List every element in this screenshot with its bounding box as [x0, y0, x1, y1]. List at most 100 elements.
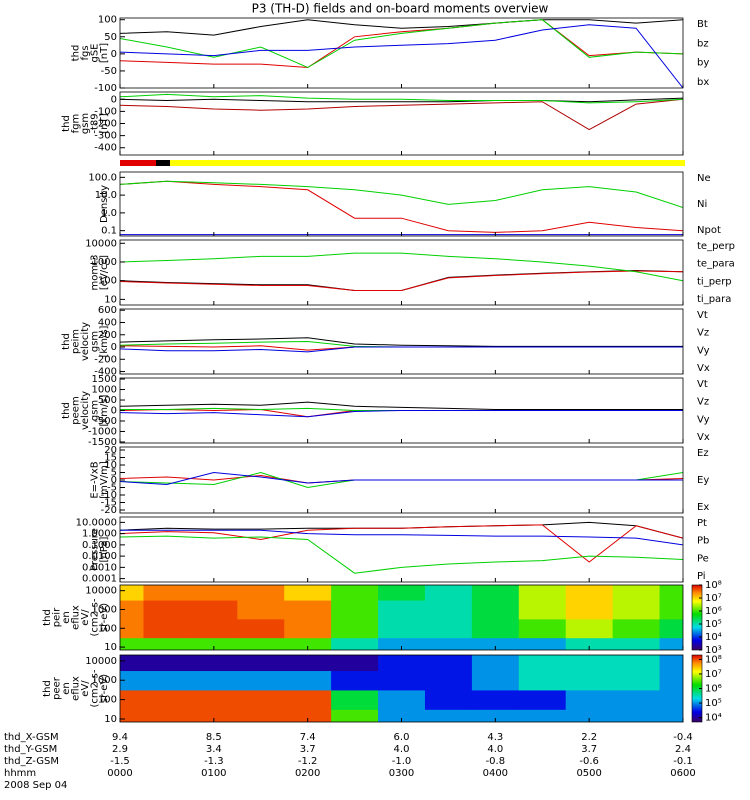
- y-tick-label: -300: [94, 131, 117, 142]
- spectrogram-cell: [424, 637, 473, 650]
- spectrogram-cell: [237, 670, 285, 691]
- series-line: [120, 98, 683, 131]
- spectrogram-cell: [190, 689, 238, 710]
- spectrogram-cell: [120, 670, 144, 691]
- legend-label: Vz: [697, 328, 709, 339]
- series-line: [120, 535, 683, 574]
- y-tick-label: 50: [104, 32, 117, 43]
- legend-label: te_perp: [697, 241, 735, 252]
- series-line: [120, 93, 683, 104]
- spectrogram-cell: [471, 709, 520, 722]
- y-tick-label: 1000: [92, 257, 117, 268]
- spectrogram-cell: [331, 637, 379, 650]
- y-axis-label: en: [61, 611, 72, 624]
- y-tick-label: 0: [111, 94, 117, 105]
- legend-label: Vy: [697, 414, 710, 425]
- ephemeris-value: -1.5: [110, 756, 130, 767]
- spectrogram-cell: [471, 655, 520, 672]
- ephemeris-value: 2.2: [581, 732, 597, 743]
- spectrogram-cell: [659, 689, 683, 710]
- y-tick-label: 100.0: [88, 172, 117, 183]
- spectrogram-cell: [659, 637, 683, 650]
- spectrogram-cell: [565, 585, 614, 601]
- spectrogram-cell: [120, 689, 144, 710]
- spectrogram-cell: [471, 670, 520, 691]
- y-tick-label: 10000: [85, 586, 117, 597]
- y-tick-label: 1000: [92, 385, 117, 396]
- y-tick-label: 1500: [92, 374, 117, 385]
- spectrogram-cell: [378, 709, 426, 722]
- y-tick-label: 15: [104, 453, 117, 464]
- spectrogram-cell: [424, 670, 473, 691]
- y-axis-label: momt3: [90, 255, 101, 291]
- spectrogram-cell: [284, 618, 332, 639]
- y-tick-label: 600: [98, 305, 117, 316]
- legend-label: Vt: [697, 379, 708, 390]
- ephemeris-value: 8.5: [206, 732, 222, 743]
- y-tick-label: -1000: [88, 426, 117, 437]
- colorbar-tick-label: 10⁴: [705, 713, 722, 724]
- colorbar-tick-label: 10⁷: [705, 669, 722, 680]
- panel: [120, 93, 683, 131]
- series-line: [120, 401, 683, 410]
- y-tick-label: 100: [98, 15, 117, 26]
- colorbar: [691, 584, 703, 651]
- y-tick-label: 0: [111, 406, 117, 417]
- spectrogram-cell: [190, 709, 238, 722]
- legend-label: bz: [697, 38, 709, 49]
- spectrogram-cell: [120, 655, 144, 672]
- spectrogram-cell: [378, 618, 426, 639]
- spectrogram-cell: [143, 709, 191, 722]
- y-axis-label: [mV/m]: [99, 461, 110, 499]
- spectrogram-cell: [424, 585, 473, 601]
- y-axis-label: thd: [61, 402, 72, 419]
- legend-label: Ex: [697, 502, 709, 513]
- spectrogram-cell: [331, 618, 379, 639]
- y-axis-label: eV/: [80, 680, 91, 697]
- spectrogram-cell: [378, 689, 426, 710]
- spectrogram-cell: [612, 585, 661, 601]
- x-tick-label: 0400: [483, 768, 508, 779]
- mode-bar-yellow: [170, 160, 685, 166]
- mode-bar-red: [120, 160, 156, 166]
- y-tick-label: 5: [111, 468, 117, 479]
- y-axis-label: eV/: [80, 609, 91, 626]
- legend-label: te_para: [697, 259, 735, 270]
- spectrogram-cell: [190, 670, 238, 691]
- y-tick-label: 0.0001: [82, 574, 117, 585]
- spectrogram-cell: [471, 585, 520, 601]
- y-tick-label: 10: [104, 642, 117, 653]
- y-axis-label: eflux: [71, 605, 82, 630]
- spectrogram-cell: [378, 655, 426, 672]
- legend-label: Vz: [697, 397, 709, 408]
- y-axis-label: en: [61, 682, 72, 695]
- series-line: [120, 19, 683, 69]
- spectrogram-cell: [612, 637, 661, 650]
- spectrogram-cell: [565, 637, 614, 650]
- ephemeris-value: 9.4: [112, 732, 128, 743]
- spectrogram-cell: [518, 585, 567, 601]
- series-line: [120, 471, 683, 486]
- series-line: [120, 97, 683, 103]
- ephemeris-value: 3.4: [206, 744, 222, 755]
- ephemeris-value: -0.4: [673, 732, 693, 743]
- legend-label: Vt: [697, 310, 708, 321]
- ephemeris-value: 4.0: [487, 744, 503, 755]
- colorbar-tick-label: 10⁵: [705, 698, 722, 709]
- spectrogram-cell: [659, 585, 683, 601]
- legend-label: Pt: [697, 518, 707, 529]
- spectrogram-cell: [518, 709, 567, 722]
- ephemeris-value: 6.0: [394, 732, 410, 743]
- mode-bar: [120, 160, 685, 166]
- panel: [120, 585, 683, 650]
- colorbar-tick-label: 10⁸: [705, 580, 722, 591]
- y-tick-label: 100: [98, 695, 117, 706]
- spectrogram-cell: [518, 600, 567, 620]
- ephemeris-value: -0.6: [579, 756, 599, 767]
- y-axis-label: gsm: [90, 400, 101, 421]
- time-axis-label: hhmm: [4, 768, 36, 779]
- spectrogram-cell: [143, 600, 191, 620]
- spectrogram-cell: [659, 709, 683, 722]
- spectrogram-cell: [565, 709, 614, 722]
